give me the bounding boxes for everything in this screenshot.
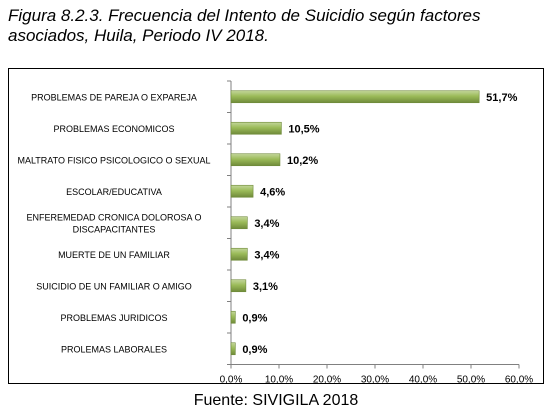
figure-title: Figura 8.2.3. Frecuencia del Intento de … [8,6,481,45]
x-tick-label: 10,0% [265,375,293,384]
category-label: PROLEMAS LABORALES [61,344,167,354]
category-label: PROBLEMAS DE PAREJA O EXPAREJA [31,92,197,102]
figure-source: Fuente: SIVIGILA 2018 [193,392,359,409]
category-label: ENFEREMEDAD CRONICA DOLOROSA O [26,212,201,222]
x-tick-label: 0,0% [220,375,243,384]
category-label: MALTRATO FISICO PSICOLOGICO O SEXUAL [17,155,210,165]
category-label: SUICIDIO DE UN FAMILIAR O AMIGO [36,281,192,291]
bar [230,310,236,324]
x-tick-label: 60,0% [505,375,533,384]
data-label: 0,9% [242,312,267,324]
bar [230,184,254,198]
chart-frame: 0,0% 10,0% 20,0% 30,0% 40,0% 50,0% 60,0% PROBLE… [8,68,544,386]
bar [230,342,236,356]
x-tick-label: 40,0% [409,375,437,384]
category-label: ESCOLAR/EDUCATIVA [66,187,162,197]
bar [230,279,247,293]
data-label: 0,9% [242,344,267,356]
bar [230,216,248,230]
category-label: DISCAPACITANTES [73,224,156,234]
x-tick-label: 20,0% [313,375,341,384]
x-tick-label: 50,0% [457,375,485,384]
data-label: 3,4% [254,218,279,230]
data-label: 4,6% [260,186,285,198]
data-label: 51,7% [486,92,517,104]
bar-chart: 0,0% 10,0% 20,0% 30,0% 40,0% 50,0% 60,0% PROBLE… [17,80,533,386]
category-label: MUERTE DE UN FAMILIAR [58,250,170,260]
bar [230,247,248,261]
data-label: 10,5% [288,123,319,135]
bar [230,121,282,135]
bar [230,90,480,104]
x-tick-label: 30,0% [361,375,389,384]
data-label: 10,2% [287,155,318,167]
data-label: 3,4% [254,249,279,261]
data-label: 3,1% [253,281,278,293]
bar [230,153,281,167]
category-label: PROBLEMAS ECONOMICOS [53,124,174,134]
category-label: PROBLEMAS JURIDICOS [60,313,167,323]
